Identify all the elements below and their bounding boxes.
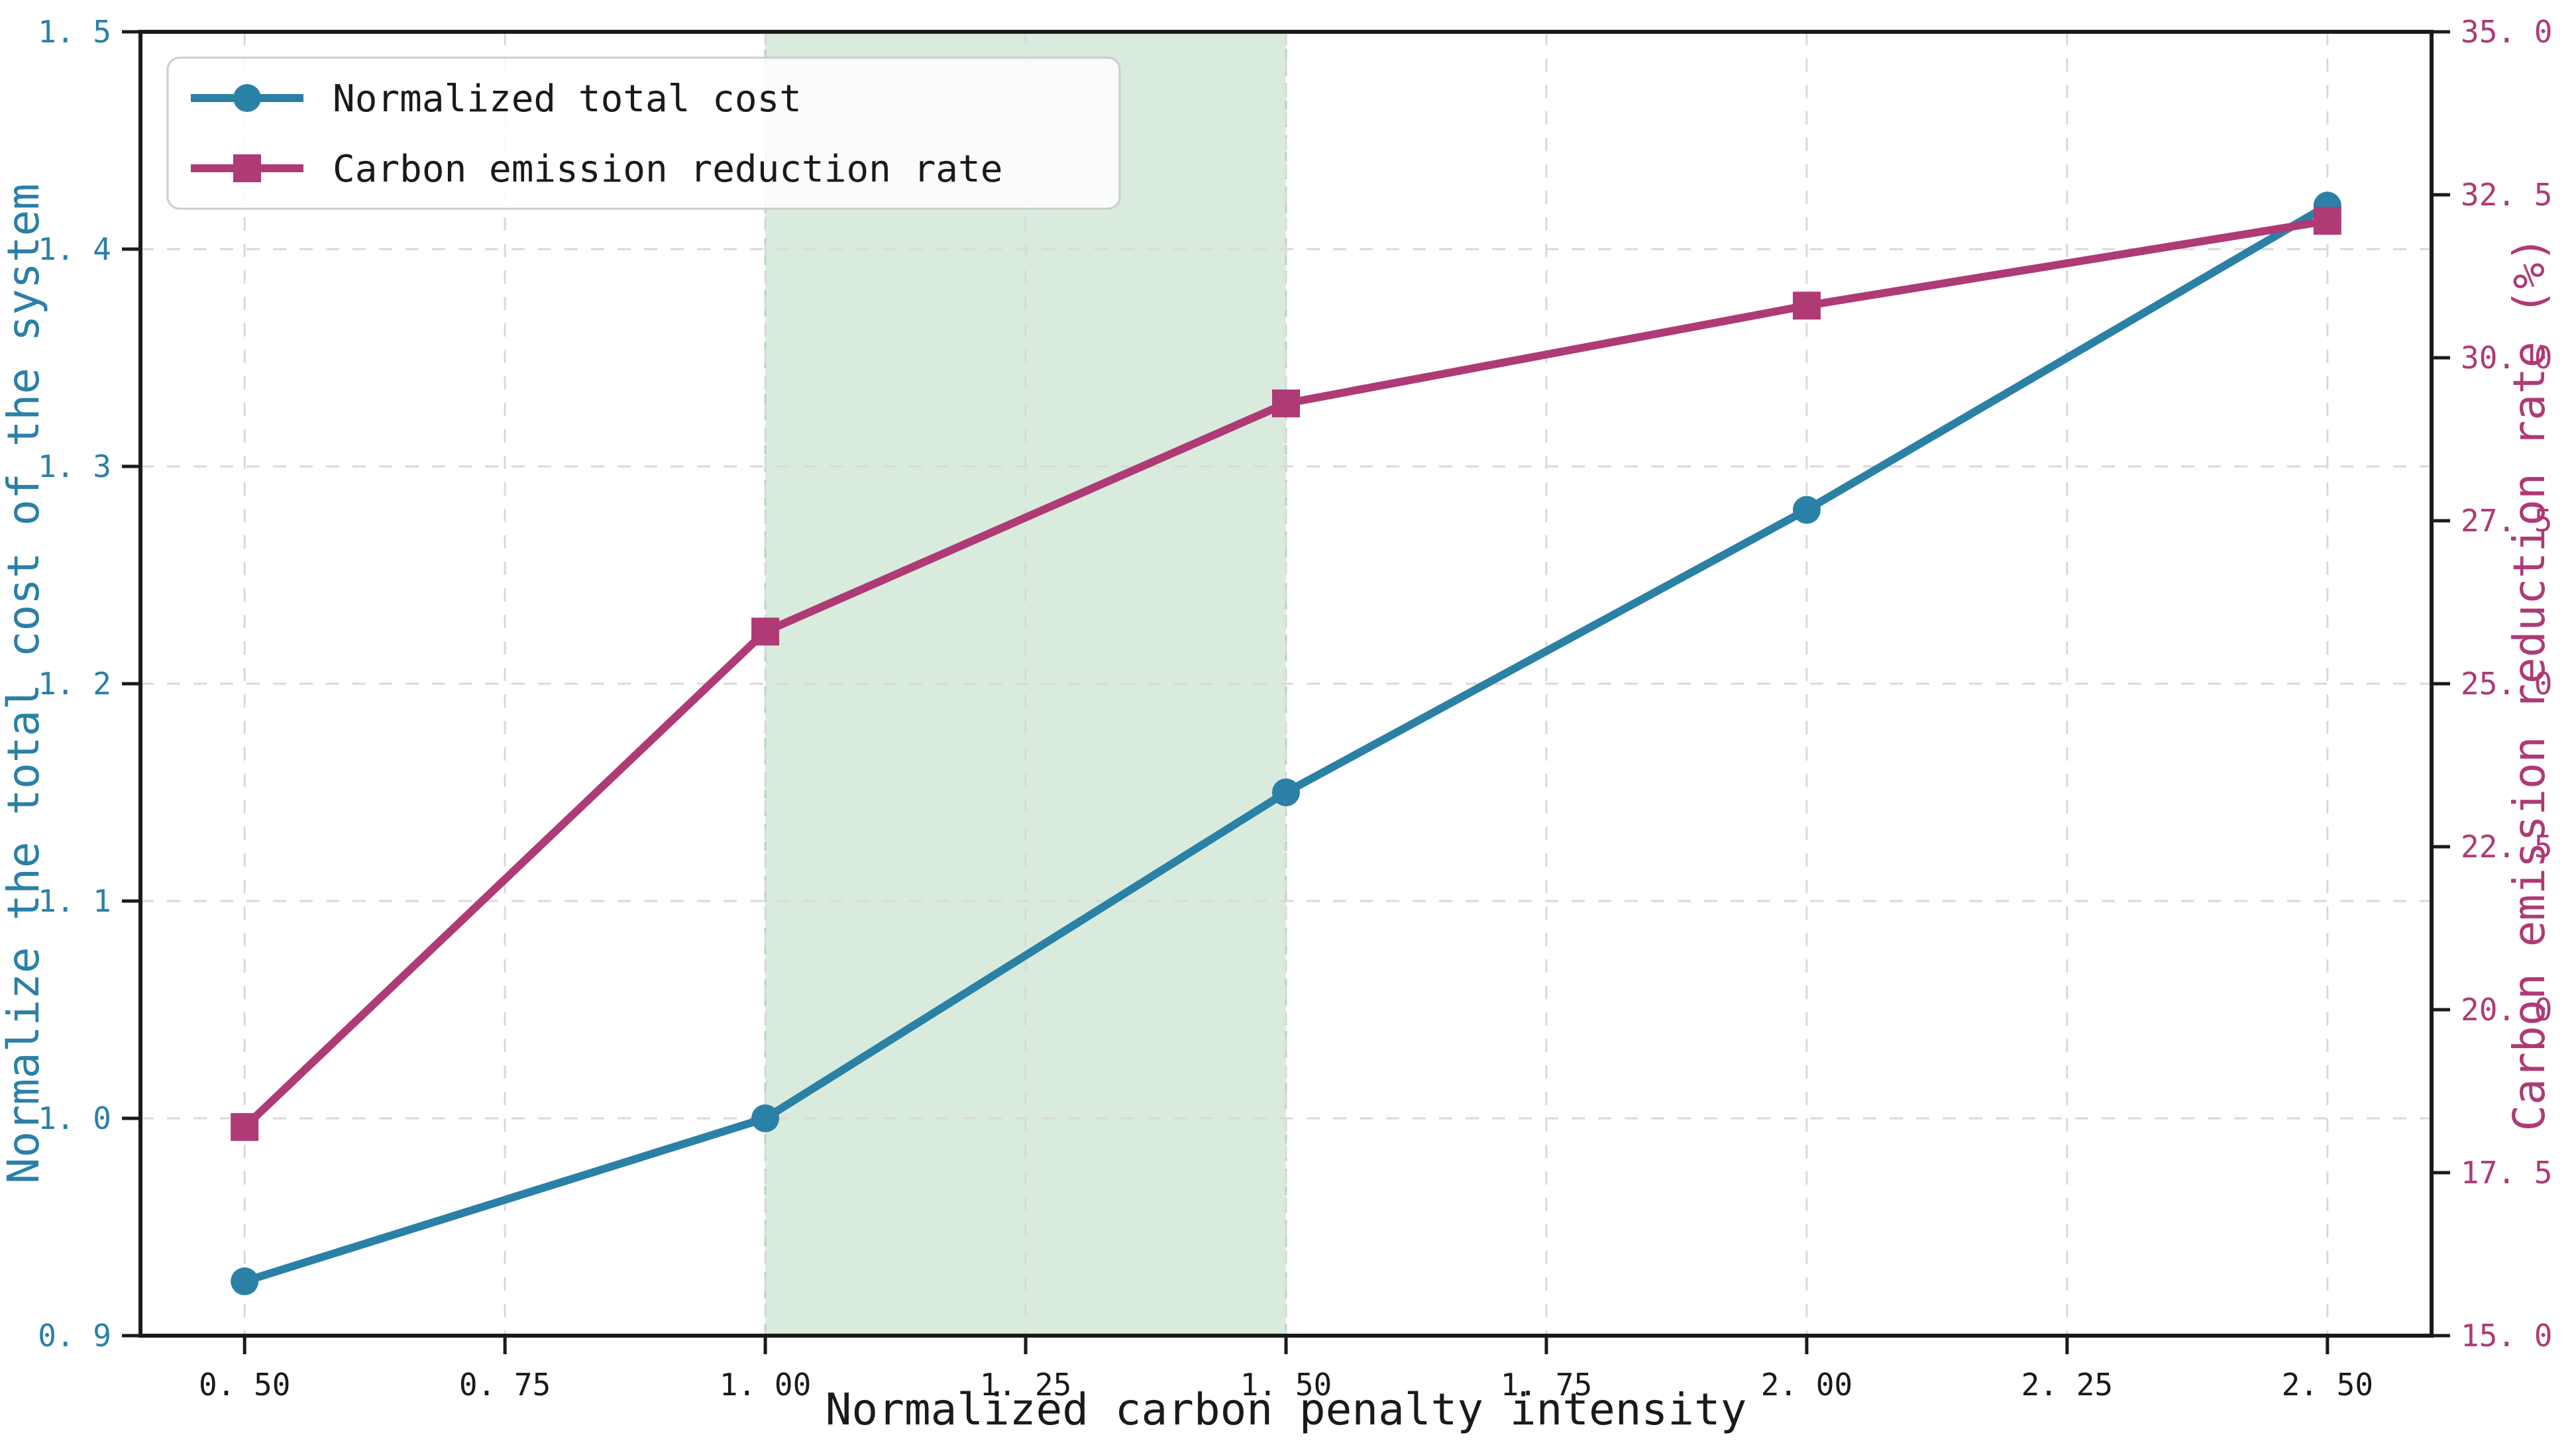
x-tick-label: 1. 25 xyxy=(980,1367,1071,1403)
data-point-square-x2.5 xyxy=(2313,207,2341,235)
right-y-tick-label: 17. 5 xyxy=(2461,1155,2552,1191)
legend-square-marker xyxy=(233,154,261,182)
axis-ticks: 0. 50 0. 75 1. 00 1. 25 1. 50 1. 75 2. 00 2. 25… xyxy=(38,14,2552,1403)
x-tick-label: 1. 75 xyxy=(1501,1367,1592,1403)
left-y-tick-label: 1. 0 xyxy=(38,1100,111,1136)
series-cost xyxy=(231,191,2341,1295)
legend-label-cost: Normalized total cost xyxy=(333,78,802,121)
right-y-tick-label: 22. 5 xyxy=(2461,829,2552,865)
right-y-tick-label: 32. 5 xyxy=(2461,177,2552,213)
x-tick-label: 2. 50 xyxy=(2282,1367,2373,1403)
left-y-tick-label: 1. 1 xyxy=(38,883,111,919)
right-y-axis-label: Carbon emission reduction rate (%) xyxy=(2504,236,2555,1131)
x-tick-label: 0. 50 xyxy=(199,1367,290,1403)
x-tick-label: 1. 00 xyxy=(720,1367,811,1403)
legend-label-reduction: Carbon emission reduction rate xyxy=(333,148,1002,191)
x-tick-label: 2. 00 xyxy=(1761,1367,1852,1403)
data-point-circle-x1 xyxy=(751,1104,780,1132)
right-y-tick-label: 25. 0 xyxy=(2461,666,2552,702)
left-y-tick-label: 1. 3 xyxy=(38,449,111,484)
series-reduction xyxy=(231,207,2341,1142)
data-point-circle-x2 xyxy=(1792,496,1821,524)
x-axis-label: Normalized carbon penalty intensity xyxy=(826,1384,1747,1435)
data-point-square-x0.5 xyxy=(231,1113,259,1142)
right-y-tick-label: 35. 0 xyxy=(2461,14,2552,50)
legend-item-reduction: Carbon emission reduction rate xyxy=(191,148,1002,191)
left-y-tick-label: 1. 5 xyxy=(38,14,111,50)
x-tick-label: 1. 50 xyxy=(1240,1367,1332,1403)
x-tick-label: 0. 75 xyxy=(459,1367,551,1403)
right-y-tick-label: 30. 0 xyxy=(2461,340,2552,376)
legend: Normalized total cost Carbon emission re… xyxy=(166,56,1121,210)
legend-box xyxy=(166,56,1121,210)
left-y-tick-label: 0. 9 xyxy=(38,1318,111,1354)
left-y-axis-label: Normalize the total cost of the system xyxy=(0,184,49,1184)
data-series xyxy=(231,191,2341,1295)
data-point-circle-x0.5 xyxy=(231,1267,259,1295)
left-y-tick-label: 1. 4 xyxy=(38,231,111,267)
data-point-square-x2 xyxy=(1792,292,1821,320)
data-point-square-x1 xyxy=(751,617,780,646)
data-point-square-x1.5 xyxy=(1272,389,1300,417)
legend-circle-marker xyxy=(233,84,261,112)
x-tick-label: 2. 25 xyxy=(2021,1367,2113,1403)
data-point-circle-x1.5 xyxy=(1272,778,1300,806)
left-y-tick-label: 1. 2 xyxy=(38,666,111,702)
right-y-tick-label: 15. 0 xyxy=(2461,1318,2552,1354)
right-y-tick-label: 20. 0 xyxy=(2461,992,2552,1028)
legend-item-cost: Normalized total cost xyxy=(191,78,802,121)
right-y-tick-label: 27. 5 xyxy=(2461,503,2552,539)
